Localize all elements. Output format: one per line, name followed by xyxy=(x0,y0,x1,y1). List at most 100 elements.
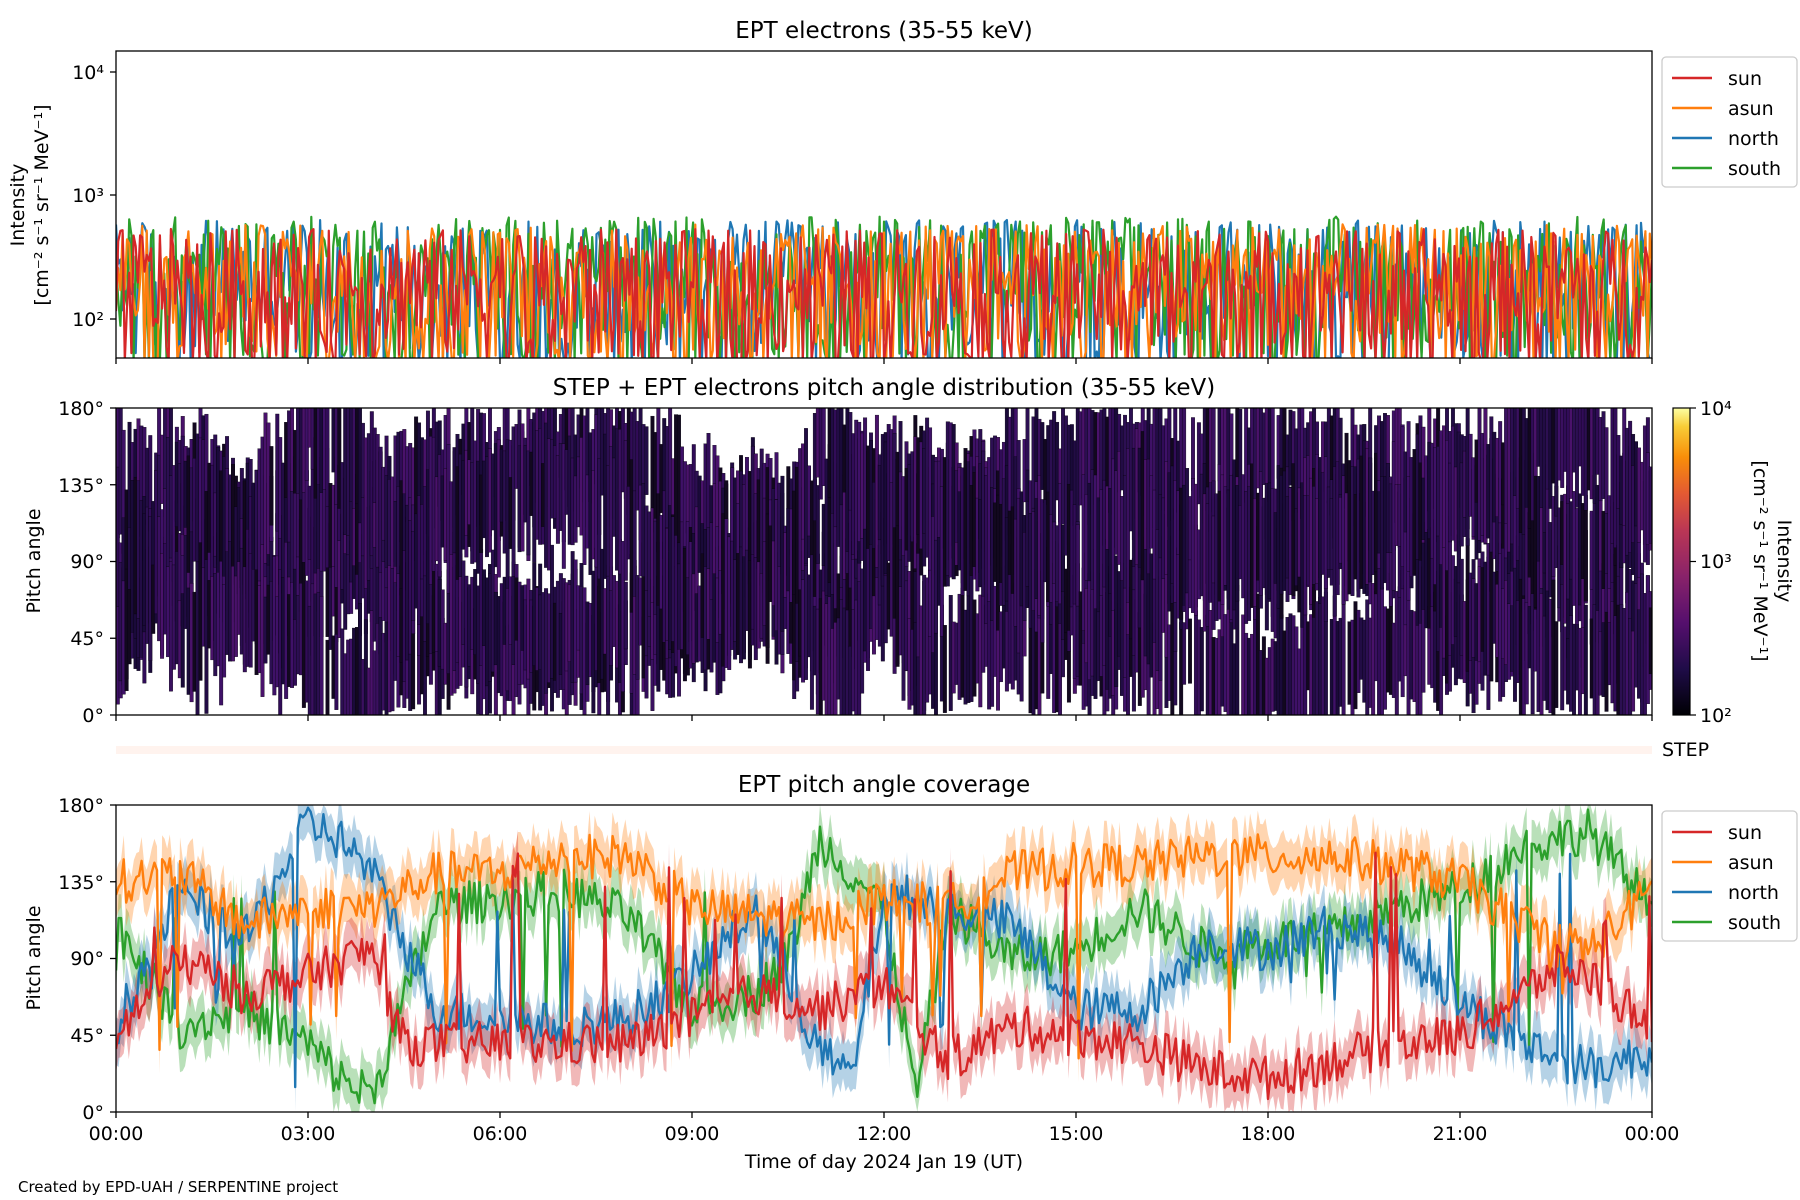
pad-cell xyxy=(334,634,339,710)
pad-cell xyxy=(644,426,649,495)
legend1-label-sun: sun xyxy=(1728,68,1762,90)
colorbar-tick-10-2: 10² xyxy=(1700,705,1732,727)
pad-cell xyxy=(319,596,324,715)
x-axis-ticks: 00:00 03:00 06:00 09:00 12:00 15:00 18:00 21:00… xyxy=(89,358,1680,1145)
legend3-entry-asun: asun xyxy=(1672,852,1774,874)
x-tick-label: 18:00 xyxy=(1241,1123,1296,1145)
pad-cell xyxy=(1341,590,1346,715)
pad-cell xyxy=(1075,524,1080,607)
pad-cell xyxy=(617,429,622,575)
legend3-entry-south: south xyxy=(1672,912,1781,934)
pad-cell xyxy=(815,485,820,564)
panel2-title: STEP + EPT electrons pitch angle distrib… xyxy=(553,375,1215,401)
panel3-yticks: 180° 135° 90° 45° 0° xyxy=(58,795,116,1124)
p3-ytick-45: 45° xyxy=(70,1025,104,1047)
x-tick-label: 03:00 xyxy=(281,1123,336,1145)
x-tick-label: 21:00 xyxy=(1433,1123,1488,1145)
p1-ytick-10-2: 10² xyxy=(72,309,104,331)
footer-credit: Created by EPD-UAH / SERPENTINE project xyxy=(18,1178,338,1196)
p3-ytick-135: 135° xyxy=(58,872,104,894)
pad-cell xyxy=(632,490,637,597)
pad-cell xyxy=(1604,427,1609,514)
pad-cell xyxy=(269,446,274,526)
pad-cell xyxy=(1583,494,1588,602)
pad-cell xyxy=(1199,627,1204,712)
panel1-legend: sun asun north south xyxy=(1661,56,1798,188)
p1-ytick-10-3: 10³ xyxy=(72,185,104,207)
panel2-ylabel: Pitch angle xyxy=(23,508,45,613)
intensity-lines xyxy=(116,215,1652,358)
pad-cell xyxy=(1061,524,1065,592)
p3-ytick-90: 90° xyxy=(70,948,104,970)
coverage-band-south xyxy=(116,805,1652,1112)
pad-cell xyxy=(325,639,330,715)
step-label: STEP xyxy=(1662,739,1709,761)
colorbar-tick-10-4: 10⁴ xyxy=(1700,398,1732,420)
p2-ytick-0: 0° xyxy=(82,705,104,727)
coverage-lines xyxy=(116,805,1652,1112)
legend3-entry-sun: sun xyxy=(1672,822,1762,844)
legend3-label-south: south xyxy=(1728,912,1781,934)
pad-cell xyxy=(942,625,947,713)
pad-cell xyxy=(1648,607,1652,675)
colorbar-tick-10-3: 10³ xyxy=(1700,551,1732,573)
panel1-ylabel-line2: [cm⁻² s⁻¹ sr⁻¹ MeV⁻¹] xyxy=(31,104,53,305)
pad-cell xyxy=(1188,618,1192,684)
legend1-entry-north: north xyxy=(1672,128,1779,150)
colorbar-gradient xyxy=(1672,407,1691,716)
legend1-entry-asun: asun xyxy=(1672,98,1774,120)
legend3-label-asun: asun xyxy=(1728,852,1774,874)
legend1-label-south: south xyxy=(1728,158,1781,180)
intensity-line-sun xyxy=(116,227,1652,358)
legend3-entry-north: north xyxy=(1672,882,1779,904)
pad-cell xyxy=(325,408,330,507)
pad-cell xyxy=(180,593,185,688)
x-tick-label: 15:00 xyxy=(1049,1123,1104,1145)
p1-ytick-10-4: 10⁴ xyxy=(72,62,104,84)
pad-cell xyxy=(1235,585,1240,715)
pad-cell xyxy=(1554,621,1559,708)
x-axis-label: Time of day 2024 Jan 19 (UT) xyxy=(744,1151,1023,1173)
x-tick-label: 09:00 xyxy=(665,1123,720,1145)
pad-cell xyxy=(1648,466,1652,544)
x-tick-label: 00:00 xyxy=(1625,1123,1680,1145)
x-tick-label: 00:00 xyxy=(89,1123,144,1145)
colorbar: 10⁴ 10³ 10² Intensity [cm⁻² s⁻¹ sr⁻¹ MeV… xyxy=(1672,398,1795,727)
legend3-label-sun: sun xyxy=(1728,822,1762,844)
x-tick-label: 06:00 xyxy=(473,1123,528,1145)
legend1-entry-south: south xyxy=(1672,158,1781,180)
panel1-ylabel-line1: Intensity xyxy=(7,164,29,247)
pad-cell xyxy=(821,408,826,486)
legend1-label-north: north xyxy=(1728,128,1779,150)
p3-ytick-0: 0° xyxy=(82,1102,104,1124)
pad-cell xyxy=(116,466,120,607)
pad-cell xyxy=(337,408,342,509)
panel1-title: EPT electrons (35-55 keV) xyxy=(735,18,1032,44)
pad-cell xyxy=(1182,622,1187,685)
panel2-yticks: 180° 135° 90° 45° 0° xyxy=(58,398,116,727)
legend3-label-north: north xyxy=(1728,882,1779,904)
coverage-band-sun xyxy=(116,829,1652,1112)
p2-ytick-90: 90° xyxy=(70,551,104,573)
legend3-box xyxy=(1661,810,1798,942)
coverage-band-north xyxy=(116,805,1652,1111)
colorbar-label-line2: [cm⁻² s⁻¹ sr⁻¹ MeV⁻¹] xyxy=(1749,460,1771,661)
pad-heatmap xyxy=(116,408,1652,715)
panel3-title: EPT pitch angle coverage xyxy=(738,772,1030,798)
coverage-band-asun xyxy=(116,810,1652,1083)
legend1-box xyxy=(1661,56,1798,188)
pad-cell xyxy=(597,458,602,580)
panel1-yticks: 10⁴ 10³ 10² xyxy=(72,62,116,331)
step-strip xyxy=(116,746,1652,754)
pad-cell xyxy=(623,581,628,650)
p2-ytick-180: 180° xyxy=(58,398,104,420)
pad-cell xyxy=(1583,604,1588,715)
p2-ytick-135: 135° xyxy=(58,475,104,497)
p2-ytick-45: 45° xyxy=(70,628,104,650)
pad-cell xyxy=(511,426,516,577)
colorbar-label-line1: Intensity xyxy=(1773,520,1795,603)
x-tick-label: 12:00 xyxy=(857,1123,912,1145)
legend1-label-asun: asun xyxy=(1728,98,1774,120)
panel3-legend: sun asun north south xyxy=(1661,810,1798,942)
